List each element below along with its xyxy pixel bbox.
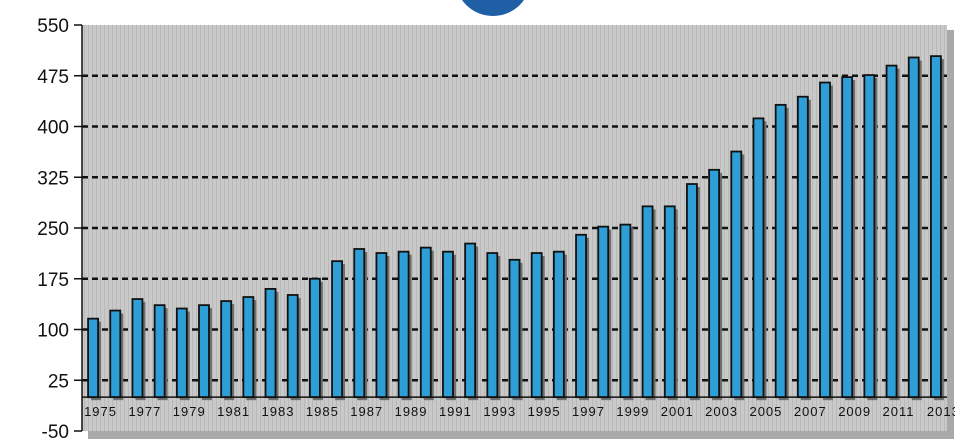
bar-1992 [464, 242, 477, 399]
bar-2005 [752, 117, 765, 399]
x-tick-label-1975: 1975 [84, 404, 117, 419]
bar-2009 [841, 76, 854, 399]
bar-1979 [175, 307, 188, 399]
bar-1997 [575, 233, 587, 399]
bar-1975 [87, 317, 99, 399]
bar-2004 [730, 150, 743, 399]
bar-1988 [375, 252, 388, 399]
bar-1994 [508, 258, 521, 399]
bar-1987 [353, 248, 366, 399]
bar-1990 [419, 246, 432, 399]
bar-2013 [930, 55, 942, 399]
x-tick-label-1995: 1995 [528, 404, 561, 419]
bar-1980 [198, 304, 210, 399]
y-tick-label-550: 550 [37, 16, 69, 37]
bar-1984 [286, 294, 299, 399]
bar-1993 [486, 252, 499, 399]
bar-2008 [819, 81, 831, 399]
bar-2010 [863, 74, 876, 399]
y-tick-label-475: 475 [37, 67, 69, 88]
x-tick-label-1979: 1979 [173, 404, 206, 419]
bar-2006 [774, 103, 787, 399]
y-tick-label-400: 400 [37, 118, 69, 139]
bar-1995 [530, 252, 543, 399]
bar-2011 [885, 64, 898, 399]
bar-2000 [641, 205, 654, 399]
bar-1989 [397, 250, 410, 399]
y-tick-label-175: 175 [37, 270, 69, 291]
x-tick-label-1977: 1977 [128, 404, 161, 419]
bar-1991 [442, 250, 454, 399]
x-tick-label-2009: 2009 [838, 404, 871, 419]
bar-1985 [308, 277, 321, 399]
bar-2012 [907, 56, 920, 399]
bar-1981 [220, 300, 233, 399]
x-tick-label-2007: 2007 [794, 404, 827, 419]
x-tick-label-1991: 1991 [439, 404, 472, 419]
y-tick-label-100: 100 [37, 321, 69, 342]
x-tick-label-1983: 1983 [262, 404, 295, 419]
x-tick-label-1989: 1989 [395, 404, 428, 419]
bar-2001 [663, 205, 676, 399]
bar-2003 [708, 168, 721, 399]
bar-1996 [552, 250, 565, 399]
x-tick-label-1981: 1981 [217, 404, 250, 419]
decorative-logo-circle [462, 0, 524, 16]
x-axis: 1975 1977 1979 1981 1983 1985 1987 1989 1991 1993… [82, 396, 955, 419]
x-tick-label-1993: 1993 [483, 404, 516, 419]
x-tick-label-2011: 2011 [883, 404, 915, 419]
x-tick-label-2003: 2003 [705, 404, 738, 419]
x-tick-label-1985: 1985 [306, 404, 339, 419]
bar-1978 [153, 304, 166, 399]
bar-2002 [686, 183, 698, 399]
y-tick-label-25: 25 [48, 371, 69, 392]
x-tick-label-1997: 1997 [572, 404, 605, 419]
x-tick-label-1999: 1999 [616, 404, 649, 419]
bar-1999 [619, 223, 632, 399]
y-axis: -50 25 100 175 250 325 400 475 550 [37, 16, 83, 439]
x-tick-label-2013: 2013 [927, 404, 955, 419]
x-tick-label-2001: 2001 [661, 404, 694, 419]
bar-1976 [109, 309, 122, 399]
bar-2007 [796, 95, 809, 399]
bar-1982 [242, 296, 255, 399]
bar-1983 [264, 287, 277, 399]
x-tick-label-2005: 2005 [749, 404, 782, 419]
bar-1998 [597, 225, 610, 399]
y-tick-label--50: -50 [42, 422, 69, 439]
bar-1986 [331, 260, 343, 399]
bar-1977 [131, 298, 144, 399]
y-tick-label-325: 325 [37, 168, 69, 189]
y-tick-label-250: 250 [37, 219, 69, 240]
x-tick-label-1987: 1987 [350, 404, 383, 419]
